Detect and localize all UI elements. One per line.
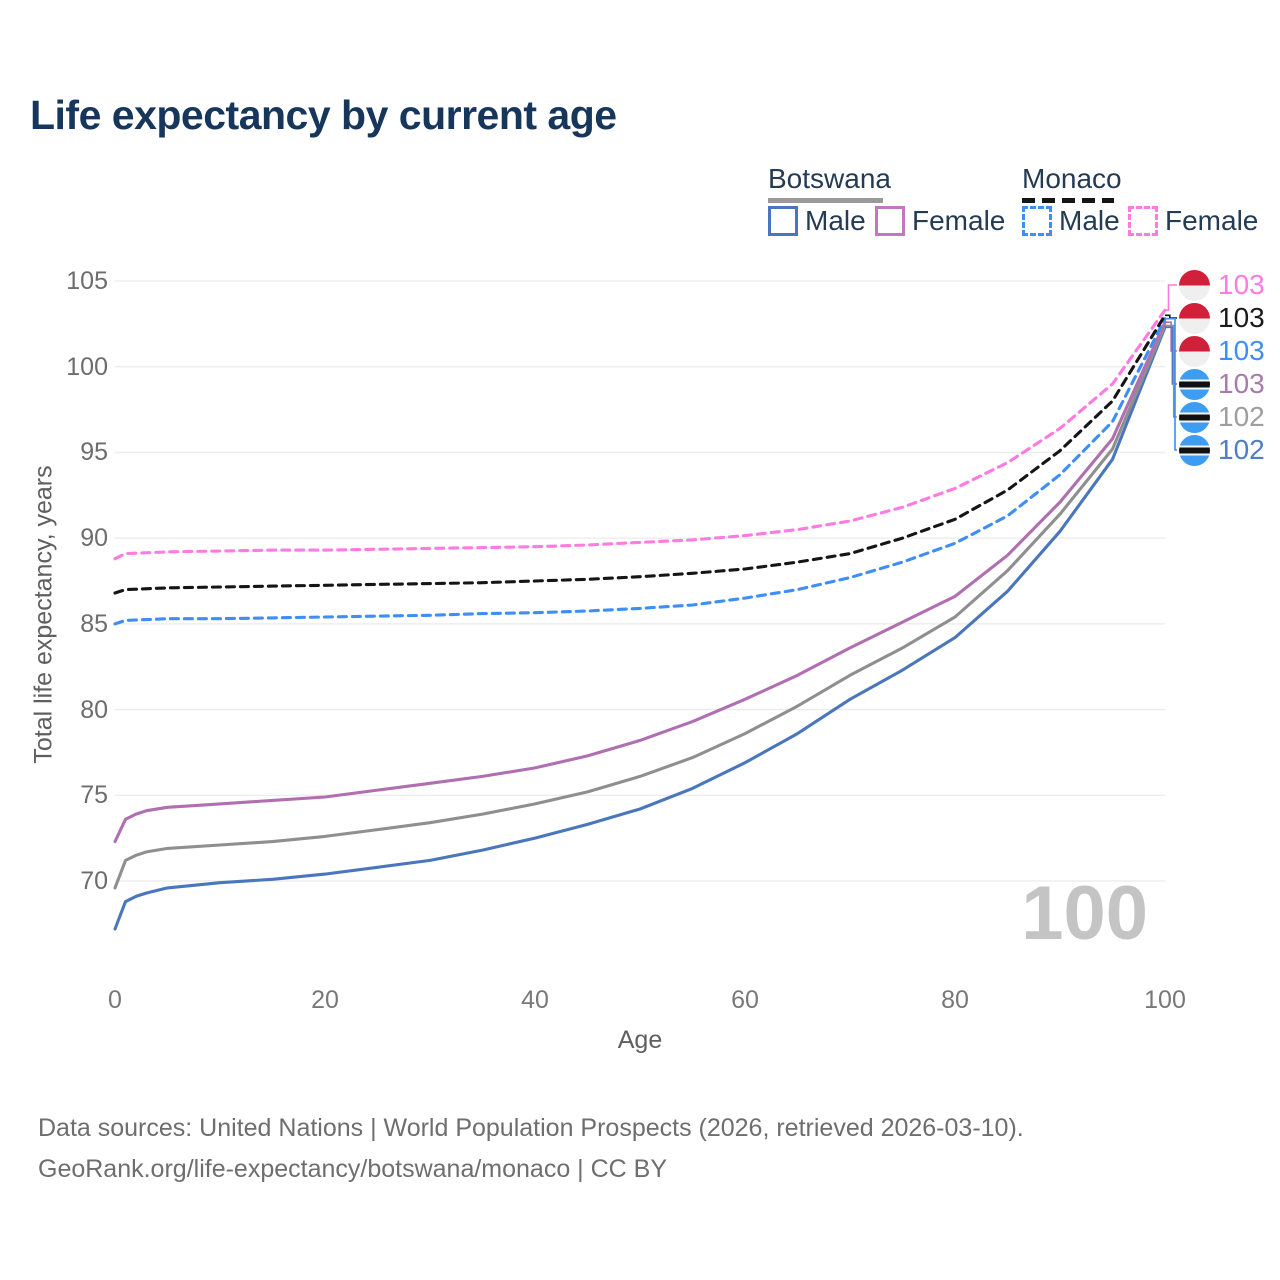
legend-group-name-botswana: Botswana xyxy=(768,163,891,194)
x-tick-label: 20 xyxy=(311,986,339,1014)
value-label-row: 103 xyxy=(1179,302,1265,334)
legend-swatch-monaco-female-icon xyxy=(1128,206,1158,236)
y-tick-label: 85 xyxy=(80,609,108,638)
flag-botswana-icon xyxy=(1179,434,1210,466)
legend-item-botswana-female[interactable]: Female xyxy=(875,205,1005,237)
x-tick-label: 60 xyxy=(731,986,759,1014)
y-tick-label: 90 xyxy=(80,524,108,553)
x-tick-label: 0 xyxy=(108,986,122,1014)
value-label-text: 103 xyxy=(1218,302,1265,333)
value-label-text: 103 xyxy=(1218,335,1265,366)
flag-monaco-icon xyxy=(1179,269,1210,301)
series-line-botswana-both xyxy=(113,324,1167,890)
x-axis-title: Age xyxy=(617,1026,663,1054)
series-line-botswana-male xyxy=(113,325,1167,931)
age-watermark: 100 xyxy=(1021,871,1148,956)
x-tick-label: 100 xyxy=(1144,986,1186,1014)
leader-line xyxy=(1165,317,1177,451)
flag-monaco-icon xyxy=(1179,335,1210,367)
value-label-text: 102 xyxy=(1218,434,1265,465)
series-line-monaco-both xyxy=(113,313,1167,595)
legend-item-label: Female xyxy=(1165,205,1259,236)
x-tick-label: 80 xyxy=(941,986,969,1014)
legend-item-monaco-female[interactable]: Female xyxy=(1128,205,1258,237)
value-label-text: 103 xyxy=(1218,368,1265,399)
y-tick-label: 95 xyxy=(80,438,108,467)
page-title: Life expectancy by current age xyxy=(30,92,617,138)
y-tick-label: 105 xyxy=(66,267,108,295)
x-tick-label: 40 xyxy=(521,986,549,1014)
y-tick-label: 70 xyxy=(80,867,108,895)
leader-line xyxy=(1165,314,1177,319)
legend-swatch-botswana-female-icon xyxy=(875,206,905,236)
footer-line-sources: Data sources: United Nations | World Pop… xyxy=(38,1114,1024,1142)
legend-item-label: Male xyxy=(805,205,866,236)
flag-botswana-icon xyxy=(1179,368,1210,400)
footer: Data sources: United Nations | World Pop… xyxy=(38,1108,1024,1189)
leader-line xyxy=(1165,284,1177,311)
value-label-row: 103 xyxy=(1179,368,1265,400)
value-label-text: 102 xyxy=(1218,401,1265,432)
legend-item-monaco-male[interactable]: Male xyxy=(1022,205,1120,237)
footer-line-attribution: GeoRank.org/life-expectancy/botswana/mon… xyxy=(38,1154,668,1183)
y-tick-label: 75 xyxy=(80,781,108,810)
legend-item-botswana-male[interactable]: Male xyxy=(768,205,866,237)
series-line-botswana-female xyxy=(113,320,1167,844)
y-tick-label: 80 xyxy=(80,695,108,724)
legend-swatch-monaco-male-icon xyxy=(1022,206,1052,236)
legend-swatch-botswana-male-icon xyxy=(768,206,798,236)
legend-underline-monaco xyxy=(1022,198,1114,203)
flag-botswana-icon xyxy=(1179,401,1210,433)
value-label-text: 103 xyxy=(1218,269,1265,300)
series-line-monaco-female xyxy=(113,308,1167,561)
legend-item-label: Male xyxy=(1059,205,1120,236)
flag-monaco-icon xyxy=(1179,302,1210,334)
legend-underline-botswana xyxy=(768,198,883,203)
y-tick-label: 100 xyxy=(66,352,108,381)
value-label-row: 102 xyxy=(1179,401,1265,433)
value-label-row: 103 xyxy=(1179,335,1265,367)
legend-group-name-monaco: Monaco xyxy=(1022,163,1122,194)
series-line-monaco-male xyxy=(113,317,1167,626)
legend-item-label: Female xyxy=(912,205,1006,236)
value-label-row: 102 xyxy=(1179,434,1265,466)
value-label-row: 103 xyxy=(1179,269,1265,301)
